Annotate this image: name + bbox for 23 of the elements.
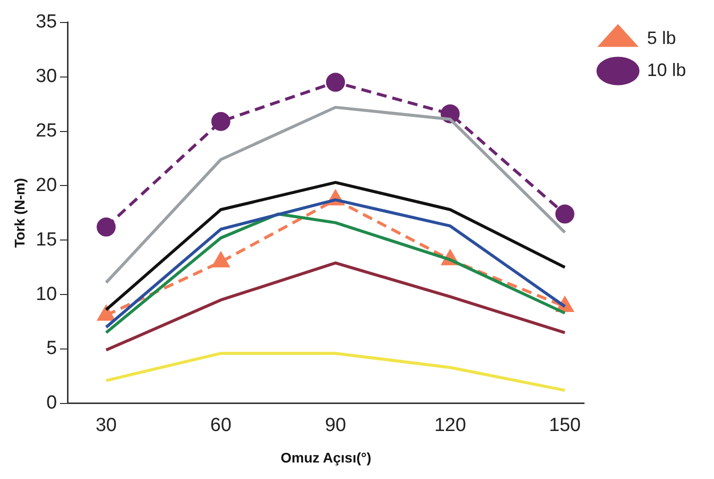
point <box>211 112 230 131</box>
y-tick-label: 10 <box>36 284 57 305</box>
x-tick-label: 60 <box>210 415 232 436</box>
x-tick-label: 150 <box>549 415 581 436</box>
y-tick-label: 30 <box>36 66 57 88</box>
y-tick-label: 20 <box>36 174 57 196</box>
y-tick-label: 25 <box>36 120 57 142</box>
point <box>96 218 116 237</box>
y-tick-label: 5 <box>46 338 57 360</box>
x-tick-label: 90 <box>324 415 346 436</box>
x-axis-title: Omuz Açısı(°) <box>280 449 372 466</box>
legend-label: 5 lb <box>646 28 676 48</box>
point <box>98 306 115 321</box>
y-axis-title: Tork (N-m) <box>11 178 28 248</box>
y-tick-label: 35 <box>36 12 57 33</box>
point <box>326 72 346 92</box>
y-tick-label: 0 <box>46 392 57 414</box>
y-tick-label: 15 <box>36 229 57 250</box>
x-tick-label: 30 <box>96 415 117 436</box>
point <box>212 252 230 268</box>
point <box>555 204 574 224</box>
legend-label: 10 lb <box>646 60 686 80</box>
x-tick-label: 120 <box>434 415 466 436</box>
